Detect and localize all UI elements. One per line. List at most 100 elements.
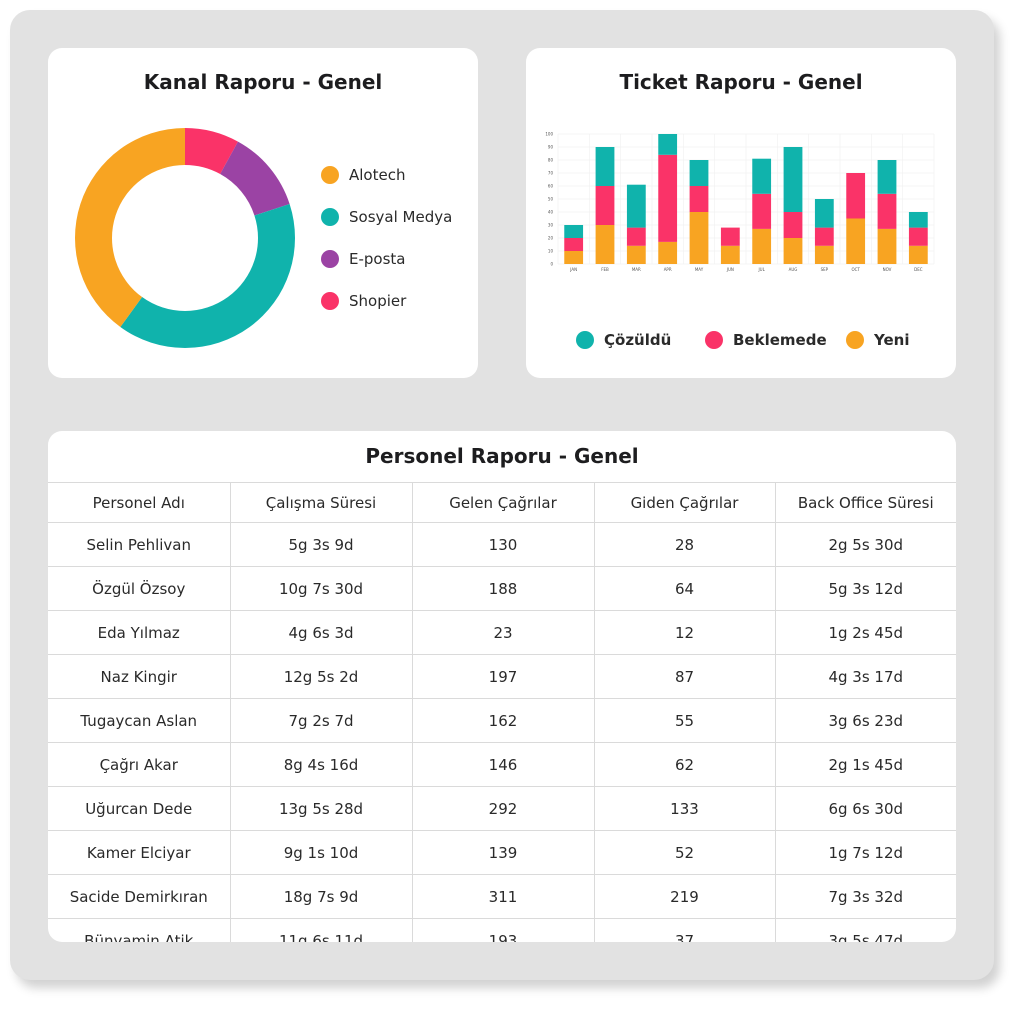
table-cell: 62 bbox=[594, 742, 776, 787]
table-cell: Bünyamin Atik bbox=[48, 918, 231, 942]
bar-oct-beklemede bbox=[846, 173, 866, 219]
channel-report-card: Kanal Raporu - Genel Alotech Sosyal Medy… bbox=[48, 48, 478, 378]
bar-may-beklemede bbox=[689, 186, 709, 212]
legend-label: Çözüldü bbox=[604, 331, 672, 349]
legend-item-sosyal-medya: Sosyal Medya bbox=[321, 208, 452, 226]
donut-slice-alotech bbox=[75, 128, 185, 327]
bar-oct-yeni bbox=[846, 218, 866, 264]
x-tick-label: APR bbox=[664, 267, 672, 272]
table-cell: 7g 2s 7d bbox=[230, 698, 413, 743]
legend-item-e-posta: E-posta bbox=[321, 250, 405, 268]
bar-jul-beklemede bbox=[752, 193, 772, 229]
column-header: Gelen Çağrılar bbox=[412, 482, 595, 523]
x-tick-label: SEP bbox=[821, 267, 829, 272]
table-cell: Selin Pehlivan bbox=[48, 522, 231, 567]
bar-aug-yeni bbox=[783, 238, 803, 264]
bar-nov-çözüldü bbox=[877, 160, 897, 194]
x-tick-label: NOV bbox=[883, 267, 892, 272]
legend-item-yeni: Yeni bbox=[846, 331, 909, 349]
x-tick-label: OCT bbox=[851, 267, 860, 272]
legend-dot bbox=[705, 331, 723, 349]
table-cell: 6g 6s 30d bbox=[775, 786, 956, 831]
table-cell: 193 bbox=[412, 918, 595, 942]
table-cell: 11g 6s 11d bbox=[230, 918, 413, 942]
table-header-row: Personel Adı Çalışma Süresi Gelen Çağrıl… bbox=[48, 482, 956, 523]
bar-apr-çözüldü bbox=[658, 134, 678, 155]
table-cell: Sacide Demirkıran bbox=[48, 874, 231, 919]
legend-dot bbox=[846, 331, 864, 349]
bar-jun-beklemede bbox=[720, 227, 740, 246]
staff-report-card: Personel Raporu - Genel Personel Adı Çal… bbox=[48, 431, 956, 942]
legend-dot bbox=[576, 331, 594, 349]
staff-report-table: Personel Adı Çalışma Süresi Gelen Çağrıl… bbox=[48, 482, 956, 942]
x-tick-label: JUN bbox=[726, 267, 734, 272]
bar-apr-beklemede bbox=[658, 154, 678, 242]
table-cell: 2g 5s 30d bbox=[775, 522, 956, 567]
channel-donut-chart bbox=[75, 128, 295, 348]
table-cell: Kamer Elciyar bbox=[48, 830, 231, 875]
table-cell: 1g 7s 12d bbox=[775, 830, 956, 875]
table-cell: 197 bbox=[412, 654, 595, 699]
x-tick-label: MAY bbox=[695, 267, 704, 272]
table-cell: 4g 6s 3d bbox=[230, 610, 413, 655]
table-cell: 13g 5s 28d bbox=[230, 786, 413, 831]
table-row: Kamer Elciyar 9g 1s 10d 139 52 1g 7s 12d bbox=[48, 830, 956, 875]
table-row: Uğurcan Dede 13g 5s 28d 292 133 6g 6s 30d bbox=[48, 786, 956, 831]
table-row: Çağrı Akar 8g 4s 16d 146 62 2g 1s 45d bbox=[48, 742, 956, 787]
bar-feb-beklemede bbox=[595, 186, 615, 225]
y-tick-label: 40 bbox=[548, 210, 554, 215]
table-cell: 146 bbox=[412, 742, 595, 787]
table-cell: 3g 5s 47d bbox=[775, 918, 956, 942]
bar-jul-çözüldü bbox=[752, 158, 772, 194]
bar-may-çözüldü bbox=[689, 160, 709, 186]
y-tick-label: 30 bbox=[548, 223, 554, 228]
bar-dec-çözüldü bbox=[908, 212, 928, 228]
column-header: Çalışma Süresi bbox=[230, 482, 413, 523]
table-cell: 188 bbox=[412, 566, 595, 611]
bar-jan-beklemede bbox=[564, 238, 584, 251]
table-cell: 37 bbox=[594, 918, 776, 942]
legend-label: Alotech bbox=[349, 166, 406, 184]
table-cell: 12g 5s 2d bbox=[230, 654, 413, 699]
table-row: Sacide Demirkıran 18g 7s 9d 311 219 7g 3s 32… bbox=[48, 874, 956, 919]
bar-dec-beklemede bbox=[908, 227, 928, 246]
y-tick-label: 20 bbox=[548, 236, 554, 241]
table-cell: 64 bbox=[594, 566, 776, 611]
bar-mar-yeni bbox=[626, 245, 646, 264]
bar-sep-çözüldü bbox=[814, 199, 834, 228]
table-row: Selin Pehlivan 5g 3s 9d 130 28 2g 5s 30d bbox=[48, 522, 956, 567]
table-cell: Tugaycan Aslan bbox=[48, 698, 231, 743]
legend-item-alotech: Alotech bbox=[321, 166, 405, 184]
table-cell: 292 bbox=[412, 786, 595, 831]
bar-aug-çözüldü bbox=[783, 147, 803, 212]
table-cell: Eda Yılmaz bbox=[48, 610, 231, 655]
legend-label: E-posta bbox=[349, 250, 406, 268]
ticket-report-title: Ticket Raporu - Genel bbox=[619, 70, 863, 94]
legend-dot bbox=[321, 292, 339, 310]
table-cell: 130 bbox=[412, 522, 595, 567]
y-tick-label: 0 bbox=[550, 262, 553, 267]
bar-feb-yeni bbox=[595, 225, 615, 264]
bar-dec-yeni bbox=[908, 245, 928, 264]
legend-label: Beklemede bbox=[733, 331, 827, 349]
table-cell: Naz Kingir bbox=[48, 654, 231, 699]
table-cell: 162 bbox=[412, 698, 595, 743]
y-tick-label: 50 bbox=[548, 197, 554, 202]
table-row: Eda Yılmaz 4g 6s 3d 23 12 1g 2s 45d bbox=[48, 610, 956, 655]
table-cell: 219 bbox=[594, 874, 776, 919]
bar-nov-beklemede bbox=[877, 193, 897, 229]
y-tick-label: 80 bbox=[548, 158, 554, 163]
staff-report-title: Personel Raporu - Genel bbox=[365, 444, 639, 468]
table-cell: 55 bbox=[594, 698, 776, 743]
ticket-bar-chart: 0 10 20 30 40 50 60 70 80 90 100 JAN FEB MAR APR MAY JUN… bbox=[545, 132, 935, 272]
legend-label: Yeni bbox=[874, 331, 910, 349]
ticket-report-card: Ticket Raporu - Genel 0 10 20 30 40 50 60 70 80 9… bbox=[526, 48, 956, 378]
bar-apr-yeni bbox=[658, 241, 678, 264]
x-tick-label: JUL bbox=[757, 267, 765, 272]
donut-slice-shopier bbox=[185, 128, 238, 175]
table-cell: Çağrı Akar bbox=[48, 742, 231, 787]
table-cell: 7g 3s 32d bbox=[775, 874, 956, 919]
legend-item-beklemede: Beklemede bbox=[705, 331, 827, 349]
table-cell: 28 bbox=[594, 522, 776, 567]
y-tick-label: 70 bbox=[548, 171, 554, 176]
